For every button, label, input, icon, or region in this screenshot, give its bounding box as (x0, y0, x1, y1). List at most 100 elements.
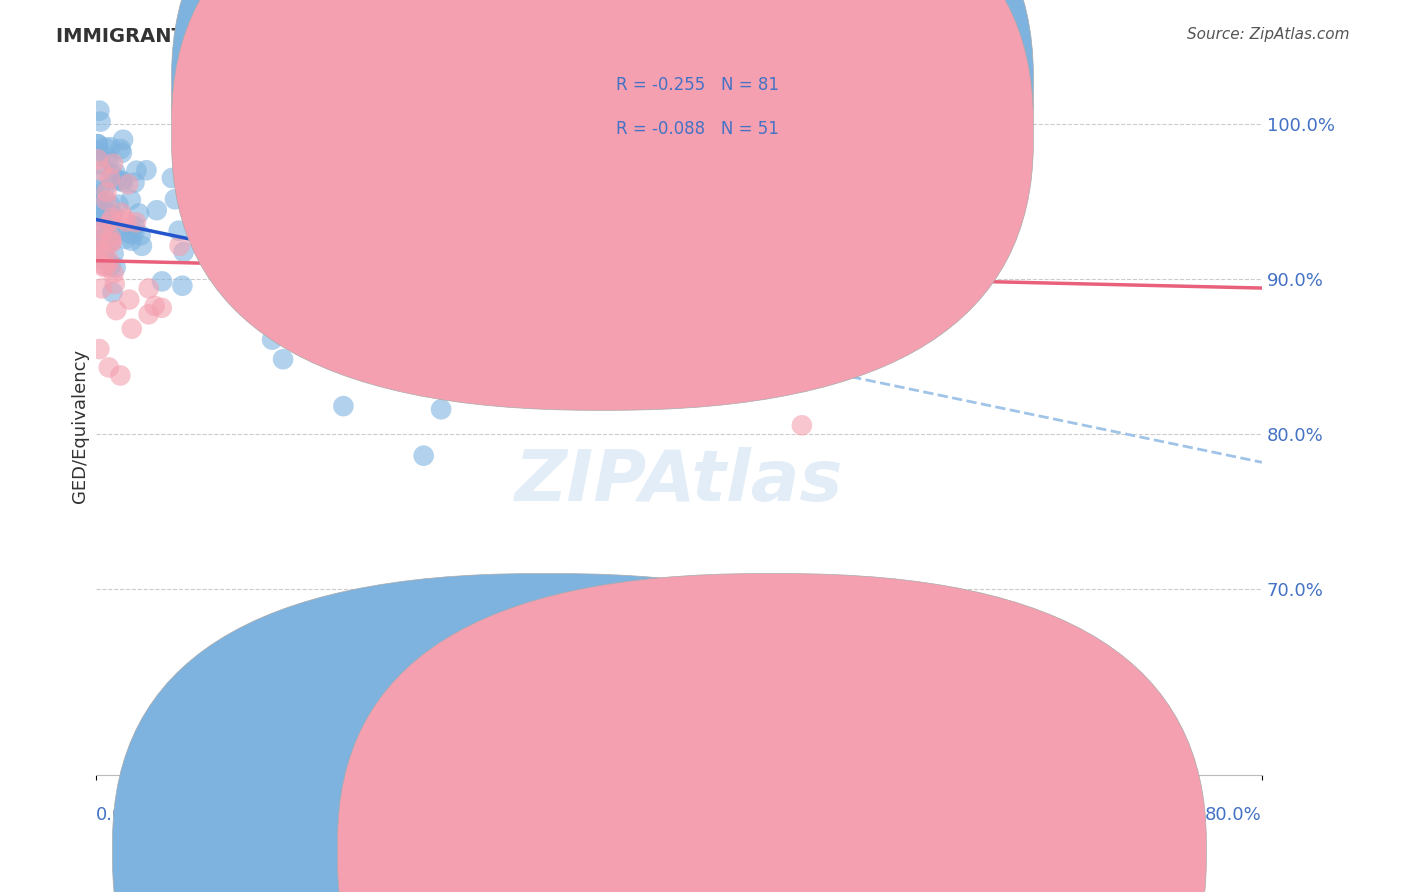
Romanians (138, 307, 160, 321)
Romanians (115, 214, 138, 228)
Immigrants from Ireland (89, 182, 111, 196)
Romanians (110, 206, 132, 220)
Immigrants from Ireland (89, 201, 111, 215)
Immigrants from Ireland (105, 221, 128, 235)
Immigrants from Ireland (93, 185, 115, 199)
Immigrants from Ireland (332, 399, 354, 413)
Immigrants from Ireland (167, 224, 190, 238)
Immigrants from Ireland (86, 172, 108, 186)
Romanians (169, 239, 191, 253)
Romanians (105, 303, 128, 318)
Romanians (90, 225, 112, 239)
Romanians (945, 295, 967, 310)
Immigrants from Ireland (122, 226, 145, 240)
Immigrants from Ireland (103, 246, 125, 260)
Immigrants from Ireland (101, 285, 124, 300)
Romanians (112, 211, 135, 226)
Immigrants from Ireland (430, 402, 453, 417)
Immigrants from Ireland (186, 221, 208, 235)
Romanians (494, 277, 516, 291)
Immigrants from Ireland (86, 143, 108, 157)
Immigrants from Ireland (322, 338, 344, 352)
Immigrants from Ireland (86, 137, 108, 152)
Immigrants from Ireland (90, 199, 112, 213)
Romanians (522, 307, 544, 321)
Immigrants from Ireland (271, 352, 294, 367)
Immigrants from Ireland (311, 332, 333, 346)
Romanians (444, 298, 467, 312)
Text: 80.0%: 80.0% (1205, 806, 1263, 824)
Romanians (485, 241, 508, 255)
Romanians (267, 310, 290, 324)
Immigrants from Ireland (124, 219, 146, 233)
Immigrants from Ireland (94, 149, 117, 163)
Immigrants from Ireland (120, 227, 142, 241)
Immigrants from Ireland (172, 278, 194, 293)
Romanians (125, 215, 148, 229)
Immigrants from Ireland (97, 153, 120, 168)
Immigrants from Ireland (100, 198, 122, 212)
Immigrants from Ireland (93, 211, 115, 225)
Immigrants from Ireland (111, 145, 134, 160)
Immigrants from Ireland (91, 248, 114, 262)
Romanians (101, 156, 124, 170)
Immigrants from Ireland (110, 142, 132, 156)
Romanians (98, 214, 121, 228)
Immigrants from Ireland (145, 203, 167, 218)
Immigrants from Ireland (120, 193, 142, 207)
Immigrants from Ireland (150, 274, 173, 288)
Text: ZIPAtlas: ZIPAtlas (515, 448, 844, 516)
Immigrants from Ireland (173, 244, 195, 259)
Immigrants from Ireland (87, 224, 110, 238)
Text: Immigrants from Ireland: Immigrants from Ireland (565, 843, 768, 861)
Immigrants from Ireland (135, 163, 157, 178)
Text: 0.0%: 0.0% (96, 806, 142, 824)
Romanians (89, 342, 111, 356)
Romanians (87, 153, 110, 167)
Immigrants from Ireland (267, 298, 290, 312)
Immigrants from Ireland (90, 210, 112, 224)
Immigrants from Ireland (277, 320, 299, 334)
Immigrants from Ireland (105, 173, 128, 187)
Immigrants from Ireland (86, 233, 108, 247)
Text: R = -0.255   N = 81: R = -0.255 N = 81 (616, 76, 779, 94)
Romanians (429, 264, 451, 278)
Immigrants from Ireland (160, 171, 183, 186)
Immigrants from Ireland (412, 449, 434, 463)
Y-axis label: GED/Equivalency: GED/Equivalency (72, 349, 89, 503)
Romanians (86, 245, 108, 260)
Immigrants from Ireland (411, 366, 433, 380)
Immigrants from Ireland (107, 197, 129, 211)
Romanians (90, 281, 112, 295)
Immigrants from Ireland (125, 163, 148, 178)
Immigrants from Ireland (262, 333, 284, 347)
Immigrants from Ireland (90, 114, 112, 128)
Romanians (86, 243, 108, 257)
Immigrants from Ireland (131, 239, 153, 253)
Immigrants from Ireland (94, 227, 117, 242)
Immigrants from Ireland (121, 234, 143, 248)
Immigrants from Ireland (101, 168, 124, 182)
Text: Romanians: Romanians (790, 843, 882, 861)
Immigrants from Ireland (96, 254, 118, 268)
Romanians (527, 193, 550, 207)
Romanians (103, 266, 125, 280)
Romanians (770, 369, 793, 384)
Romanians (100, 235, 122, 250)
Text: Source: ZipAtlas.com: Source: ZipAtlas.com (1187, 27, 1350, 42)
Immigrants from Ireland (104, 260, 127, 275)
Romanians (100, 235, 122, 249)
Romanians (96, 185, 118, 199)
Immigrants from Ireland (254, 288, 277, 302)
Immigrants from Ireland (86, 251, 108, 265)
Immigrants from Ireland (86, 193, 108, 207)
Text: IMMIGRANTS FROM IRELAND VS ROMANIAN GED/EQUIVALENCY CORRELATION CHART: IMMIGRANTS FROM IRELAND VS ROMANIAN GED/… (56, 27, 987, 45)
Romanians (93, 247, 115, 261)
Immigrants from Ireland (98, 235, 121, 249)
Immigrants from Ireland (128, 206, 150, 220)
Immigrants from Ireland (104, 166, 127, 180)
Romanians (713, 248, 735, 262)
Romanians (93, 260, 115, 274)
Immigrants from Ireland (100, 259, 122, 273)
Romanians (87, 237, 110, 252)
